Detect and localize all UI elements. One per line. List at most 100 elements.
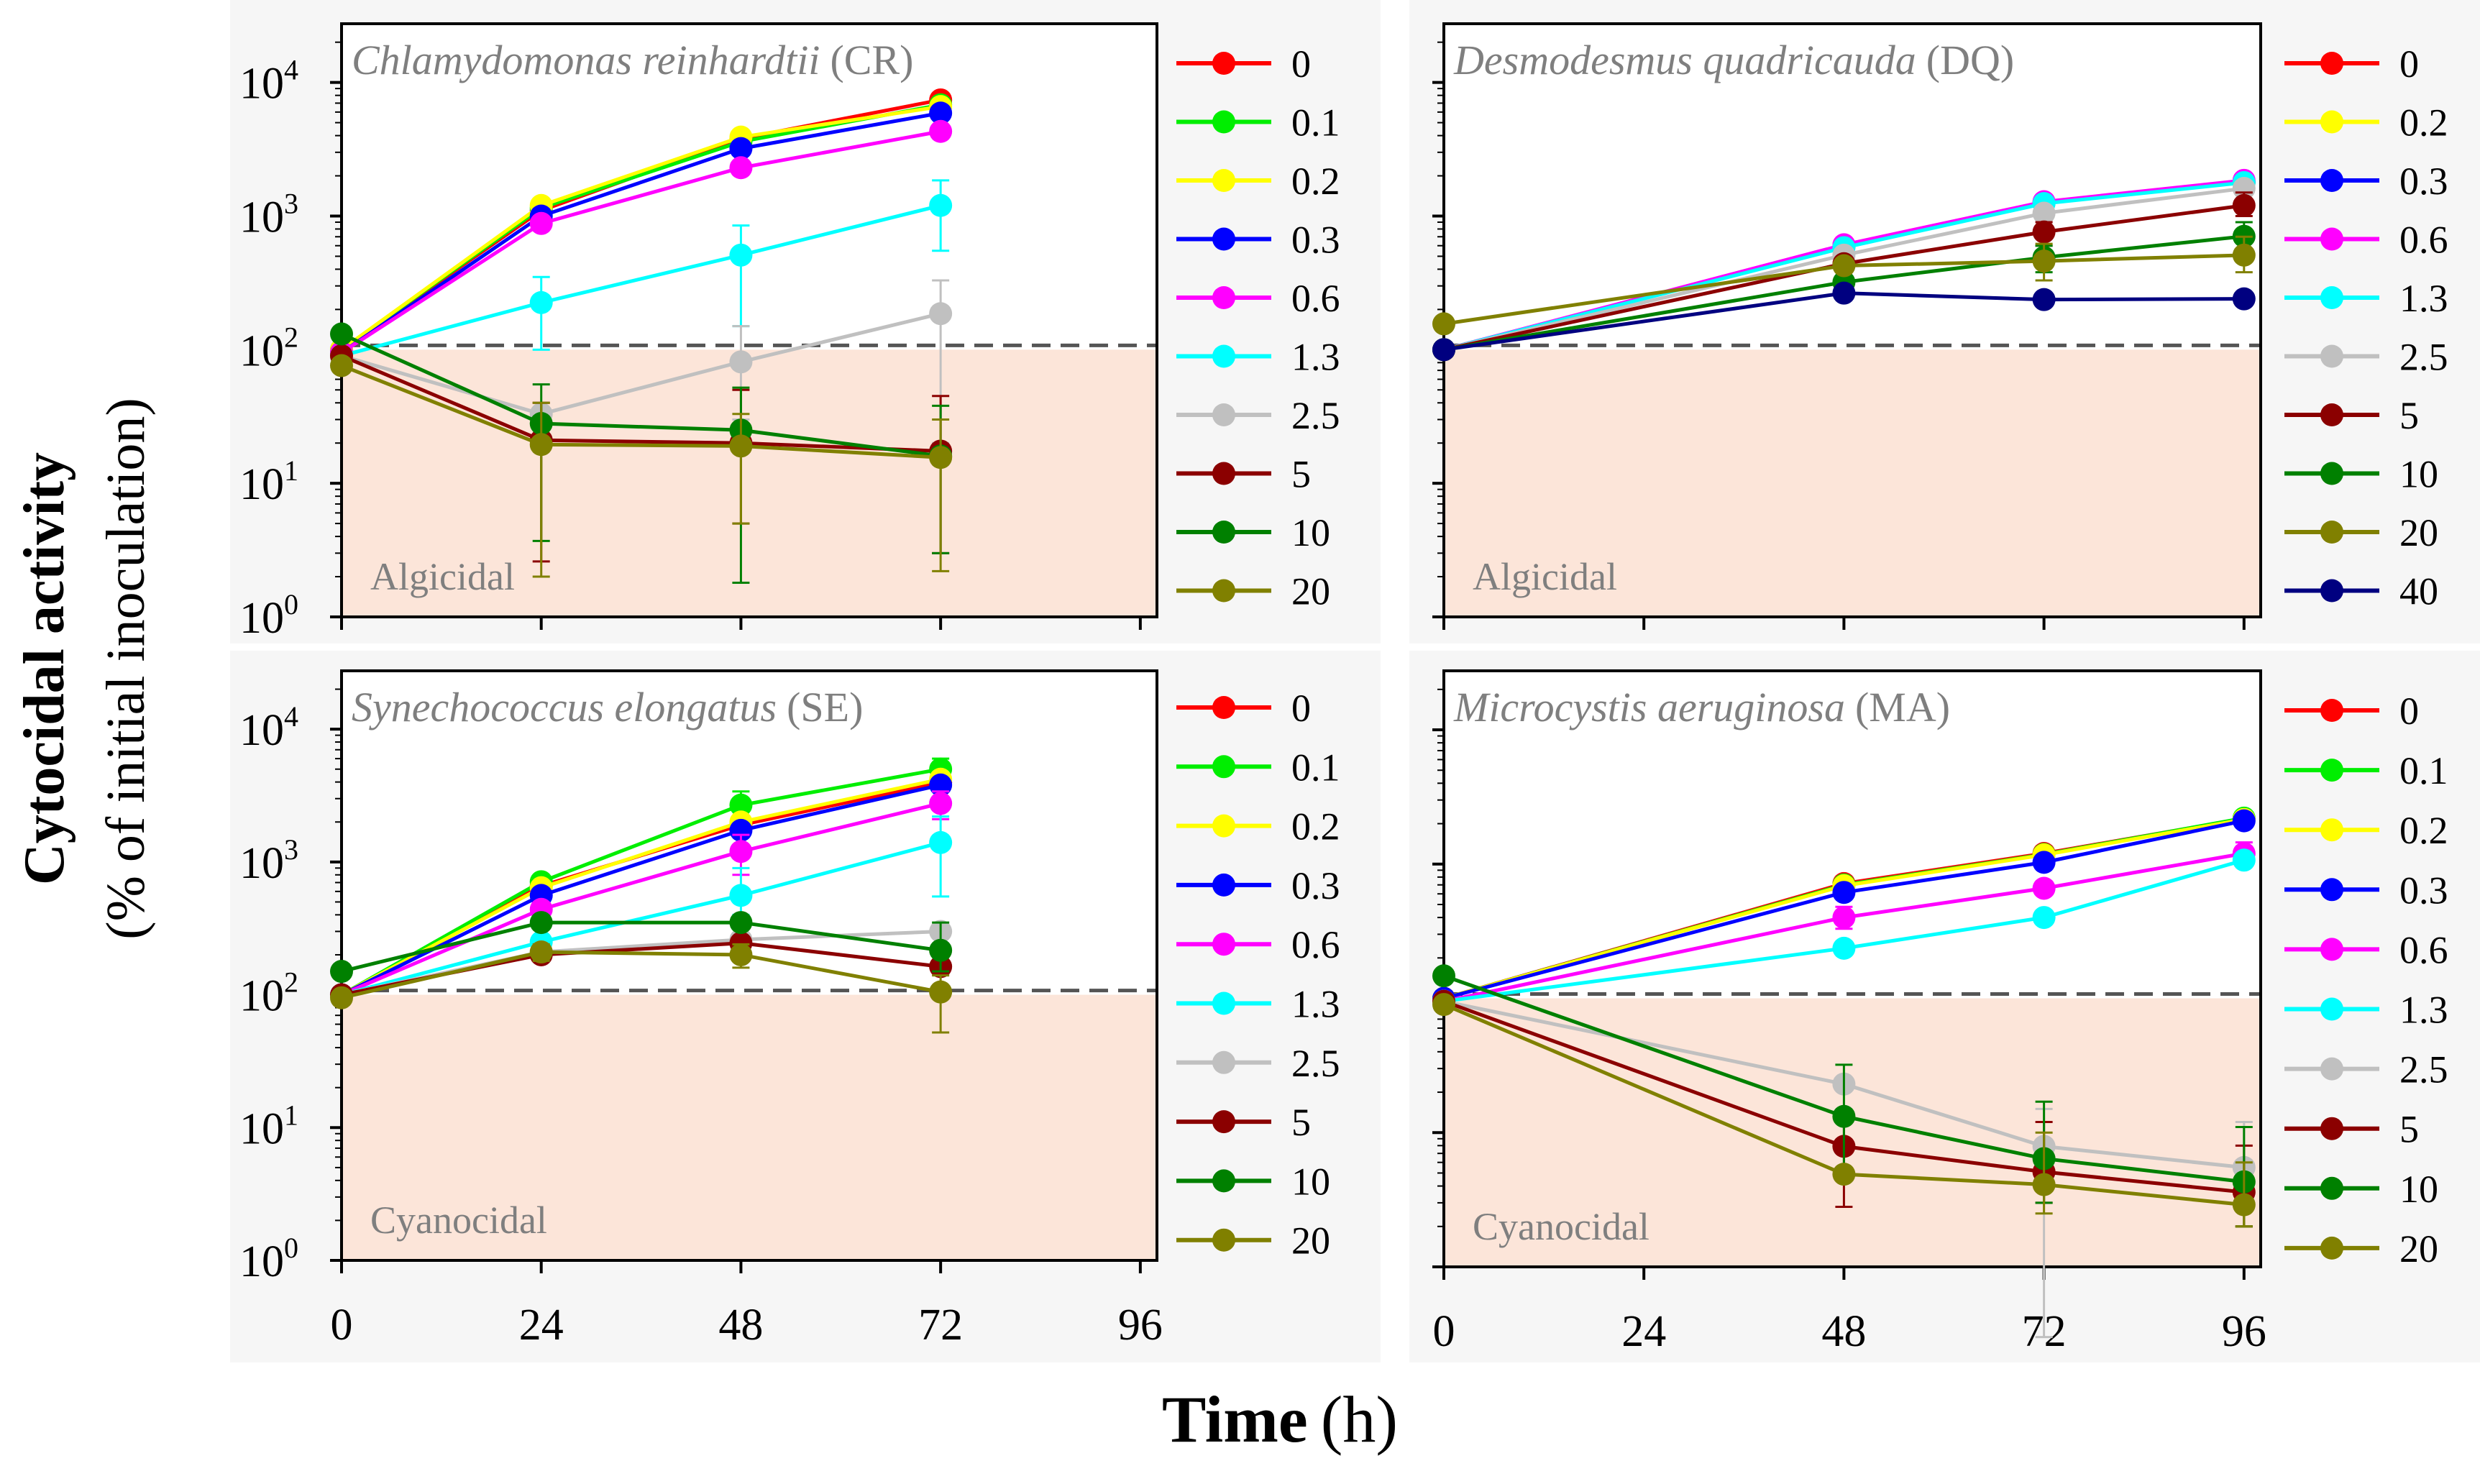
- data-point: [1832, 936, 1856, 960]
- data-point: [1832, 281, 1856, 305]
- y-tick-base: 10: [239, 594, 284, 643]
- y-tick-label: 100: [239, 588, 298, 643]
- y-tick-exponent: 0: [284, 1232, 298, 1264]
- legend-marker: [1212, 991, 1235, 1015]
- data-point: [2232, 848, 2256, 872]
- panel-title-abbr: (CR): [830, 37, 913, 83]
- series-line: [341, 354, 941, 453]
- series-line: [341, 841, 941, 997]
- region-label: Cyanocidal: [1473, 1205, 1649, 1248]
- plot-frame: [340, 22, 1158, 618]
- data-point: [330, 354, 353, 377]
- series-line: [340, 104, 941, 352]
- series-line: [341, 920, 941, 974]
- legend-marker: [2320, 169, 2343, 192]
- legend-label: 5: [1291, 453, 1311, 496]
- legend-entry: 0.6: [2284, 219, 2448, 262]
- legend-entry: 2.5: [1176, 1042, 1340, 1085]
- legend-label: 20: [2399, 1227, 2438, 1270]
- legend-label: 0.6: [2399, 928, 2448, 971]
- series-10: [1432, 964, 2256, 1228]
- y-tick-base: 10: [239, 839, 284, 888]
- legend-entry: 10: [2284, 453, 2438, 496]
- chart-panel-dq: Desmodesmus quadricauda (DQ) Algicidal 0 0.2…: [1432, 22, 2448, 630]
- series-line: [1443, 999, 2245, 1194]
- data-point: [729, 243, 753, 267]
- series-line: [340, 777, 941, 997]
- series-0.6: [330, 119, 953, 365]
- series-line: [1443, 203, 2245, 352]
- data-point: [929, 830, 953, 854]
- data-point: [729, 156, 753, 180]
- series-line: [1443, 819, 2245, 1000]
- legend-entry: 2.5: [1176, 394, 1340, 437]
- data-point: [529, 290, 553, 314]
- panel-title-abbr: (MA): [1855, 684, 1950, 730]
- legend-marker: [1212, 344, 1235, 368]
- legend-entry: 0: [2284, 42, 2419, 86]
- series-line: [1443, 291, 2244, 352]
- legend-entry: 1.3: [2284, 989, 2448, 1032]
- y-tick-label: 104: [239, 54, 298, 109]
- legend-entry: 0.3: [1176, 864, 1340, 907]
- data-point: [2032, 851, 2056, 874]
- data-point: [2232, 193, 2256, 217]
- legend-label: 0: [2399, 690, 2419, 733]
- legend-entry: 0.3: [1176, 219, 1340, 262]
- data-point: [729, 840, 753, 864]
- legend-label: 0.3: [1291, 864, 1340, 907]
- legend-marker: [2320, 818, 2343, 842]
- legend-label: 10: [1291, 511, 1330, 554]
- y-tick-exponent: 2: [284, 321, 298, 353]
- series-line: [1443, 253, 2244, 326]
- legend-label: 2.5: [2399, 336, 2448, 379]
- panel-title: Microcystis aeruginosa (MA): [1453, 684, 1950, 730]
- data-point: [1832, 1104, 1856, 1128]
- data-point: [729, 884, 753, 907]
- panel-title: Chlamydomonas reinhardtii (CR): [352, 37, 913, 83]
- data-point: [1432, 993, 1455, 1017]
- data-point: [929, 792, 953, 815]
- y-tick-base: 10: [239, 1104, 284, 1153]
- series-line: [340, 783, 941, 997]
- legend-marker: [2320, 110, 2343, 134]
- y-tick-base: 10: [239, 706, 284, 755]
- y-tick-label: 103: [239, 187, 298, 242]
- legend-marker: [2320, 344, 2343, 368]
- data-point: [529, 911, 553, 935]
- legend-entry: 2.5: [2284, 1048, 2448, 1091]
- x-tick-label: 0: [331, 1301, 353, 1350]
- chart-panel-ma: Microcystis aeruginosa (MA) Cyanocidal 0 24 4…: [1432, 669, 2448, 1356]
- legend-entry: 1.3: [2284, 277, 2448, 320]
- legend-marker: [1212, 1050, 1235, 1074]
- y-tick-base: 10: [239, 193, 284, 242]
- legend-entry: 40: [2284, 570, 2438, 613]
- data-point: [2232, 177, 2256, 201]
- legend-marker: [1212, 462, 1235, 485]
- data-point: [529, 433, 553, 457]
- legend-marker: [2320, 521, 2343, 544]
- y-tick-exponent: 2: [284, 966, 298, 999]
- y-tick-exponent: 3: [284, 187, 298, 219]
- cytocidal-region-shade: [342, 994, 1157, 1260]
- y-tick-label: 102: [239, 321, 298, 375]
- data-point: [729, 818, 753, 842]
- series-line: [341, 364, 941, 459]
- series-layer: [1432, 168, 2256, 362]
- series-line: [341, 311, 941, 416]
- region-label: Algicidal: [1473, 555, 1617, 598]
- data-point: [1432, 312, 1455, 336]
- data-point: [2032, 249, 2056, 273]
- legend-entry: 0.6: [2284, 928, 2448, 971]
- data-point: [2232, 243, 2256, 267]
- data-point: [729, 793, 753, 817]
- series-line: [1443, 817, 2245, 1000]
- series-line: [1443, 851, 2245, 1004]
- legend-label: 0.1: [1291, 101, 1340, 145]
- series-10: [330, 911, 953, 984]
- x-tick-label: 96: [1118, 1301, 1163, 1350]
- data-point: [929, 119, 953, 143]
- x-tick-label: 0: [1433, 1307, 1455, 1356]
- y-tick-base: 10: [239, 972, 284, 1021]
- legend-label: 20: [1291, 570, 1330, 613]
